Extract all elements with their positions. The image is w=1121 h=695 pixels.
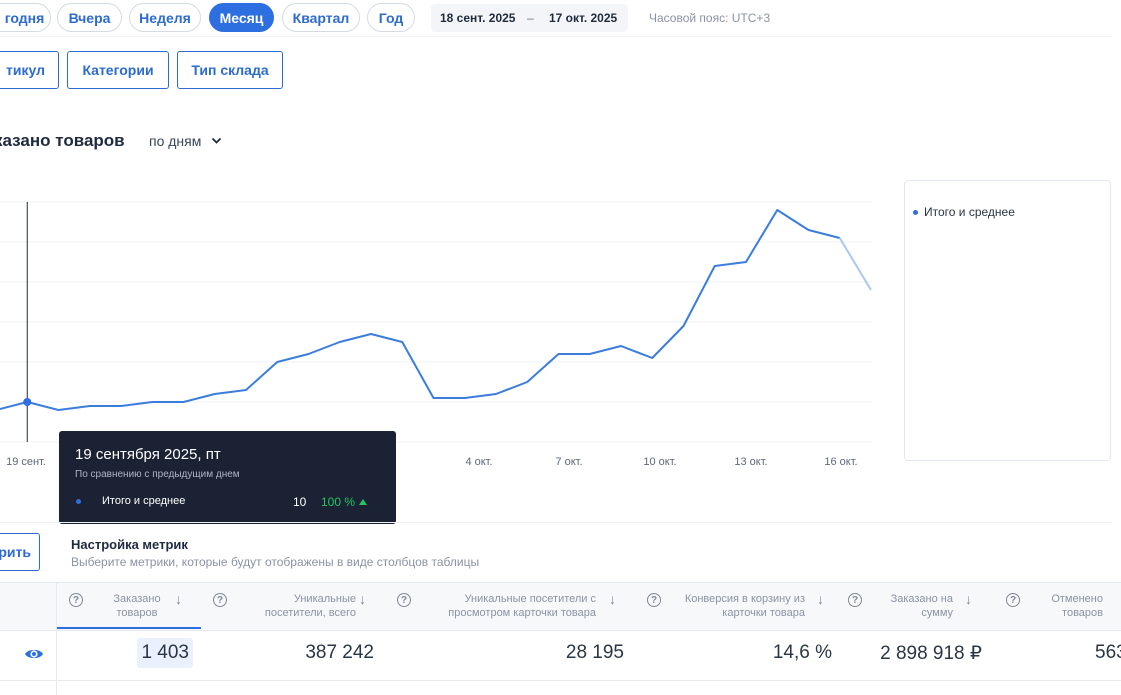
column-header-order-sum[interactable]: ? Заказано на сумму ↓ <box>836 583 994 628</box>
column-label: Уникальные посетители с просмотром карто… <box>448 593 596 619</box>
filter-warehouse-type-button[interactable]: Тип склада <box>177 51 283 89</box>
table-cell-orders: 1 403 <box>141 642 189 663</box>
sort-arrow-down-icon[interactable]: ↓ <box>359 591 366 607</box>
help-icon[interactable]: ? <box>69 593 83 607</box>
active-sort-indicator <box>57 627 201 629</box>
tooltip-subtitle: По сравнению с предыдущим днем <box>75 469 240 480</box>
metrics-settings-title: Настройка метрик <box>71 537 188 552</box>
table-cell-cart-conversion: 14,6 % <box>772 642 832 663</box>
x-tick-label: 19 сент. <box>6 456 46 468</box>
table-cell-unique-visitors: 387 242 <box>305 642 374 663</box>
sort-arrow-down-icon[interactable]: ↓ <box>965 591 972 607</box>
filter-categories-button[interactable]: Категории <box>67 51 169 89</box>
metrics-settings-subtitle: Выберите метрики, которые будут отображе… <box>71 555 480 569</box>
divider <box>0 36 1112 37</box>
table-header: ? Заказано товаров ↓ ? Уникальные посети… <box>0 582 1121 631</box>
help-icon[interactable]: ? <box>647 593 661 607</box>
divider <box>0 522 1112 523</box>
help-icon[interactable]: ? <box>213 593 227 607</box>
tooltip-series-dot-icon <box>76 499 81 504</box>
tab-month[interactable]: Месяц <box>209 3 274 32</box>
row-divider <box>0 680 1121 681</box>
x-tick-label: 10 окт. <box>643 456 677 468</box>
chart-series <box>0 209 872 411</box>
column-label: Заказано на сумму <box>890 593 953 619</box>
column-label: Отменено товаров <box>1051 593 1103 619</box>
help-icon[interactable]: ? <box>1006 593 1020 607</box>
x-tick-label: 16 окт. <box>824 456 858 468</box>
help-icon[interactable]: ? <box>848 593 862 607</box>
tooltip-series-name: Итого и среднее <box>102 495 186 507</box>
column-label: Конверсия в корзину из карточки товара <box>684 593 805 619</box>
date-separator: – <box>527 11 534 25</box>
series-line-incomplete-segment <box>838 237 872 291</box>
triangle-up-icon <box>359 499 368 505</box>
tab-quarter[interactable]: Квартал <box>282 3 360 32</box>
chart-hover-point <box>23 398 32 406</box>
tooltip-date: 19 сентября 2025, пт <box>75 446 221 463</box>
series-line-total <box>0 209 840 411</box>
tooltip-change-value: 100 % <box>321 495 356 509</box>
chart-legend: Итого и среднее <box>904 180 1111 461</box>
tooltip-value: 10 <box>293 495 307 509</box>
tab-year[interactable]: Год <box>367 3 415 32</box>
chart-tooltip: 19 сентября 2025, пт По сравнению с пред… <box>59 431 396 524</box>
orders-line-chart[interactable] <box>0 180 890 455</box>
legend-item-label: Итого и среднее <box>924 205 1015 219</box>
filter-article-button[interactable]: тикул <box>0 51 59 89</box>
x-tick-label: 7 окт. <box>555 456 583 468</box>
chart-title: казано товаров <box>0 131 125 150</box>
table-cell-cancelled: 563 <box>1095 642 1121 663</box>
help-icon[interactable]: ? <box>397 593 411 607</box>
date-to: 17 окт. 2025 <box>549 11 618 25</box>
chart-grid <box>0 201 872 443</box>
apply-button[interactable]: рить <box>0 533 40 571</box>
eye-icon[interactable] <box>24 646 44 662</box>
column-label: Уникальные посетители, всего <box>264 593 356 619</box>
column-divider <box>56 582 57 695</box>
granularity-label: по дням <box>149 133 202 149</box>
timezone-label: Часовой пояс: UTC+3 <box>649 11 771 25</box>
sort-arrow-down-icon[interactable]: ↓ <box>175 591 182 607</box>
date-range-picker[interactable]: 18 сент. 2025 – 17 окт. 2025 <box>431 4 628 32</box>
tab-today[interactable]: годня <box>0 3 51 32</box>
date-from: 18 сент. 2025 <box>440 11 516 25</box>
granularity-select[interactable]: по дням <box>149 133 222 149</box>
x-tick-label: 4 окт. <box>465 456 493 468</box>
sort-arrow-down-icon[interactable]: ↓ <box>817 591 824 607</box>
column-header-cart-conversion[interactable]: ? Конверсия в корзину из карточки товара… <box>635 583 836 628</box>
table-cell-card-visitors: 28 195 <box>565 642 624 663</box>
column-header-orders[interactable]: ? Заказано товаров ↓ <box>57 583 201 628</box>
x-tick-label: 13 окт. <box>734 456 768 468</box>
tab-week[interactable]: Неделя <box>129 3 201 32</box>
sort-arrow-down-icon[interactable]: ↓ <box>609 591 616 607</box>
legend-dot-icon <box>913 209 918 215</box>
legend-item[interactable]: Итого и среднее <box>913 205 1015 219</box>
tab-yesterday[interactable]: Вчера <box>57 3 122 32</box>
column-header-card-visitors[interactable]: ? Уникальные посетители с просмотром кар… <box>385 583 635 628</box>
tooltip-change: 100 % <box>321 495 368 509</box>
cell-highlight <box>137 638 193 668</box>
column-header-unique-visitors[interactable]: ? Уникальные посетители, всего ↓ <box>201 583 385 628</box>
table-cell-order-sum: 2 898 918 ₽ <box>880 643 982 664</box>
column-label: Заказано товаров <box>113 593 161 619</box>
chevron-down-icon <box>212 137 222 144</box>
column-header-cancelled[interactable]: ? Отменено товаров <box>994 583 1121 628</box>
